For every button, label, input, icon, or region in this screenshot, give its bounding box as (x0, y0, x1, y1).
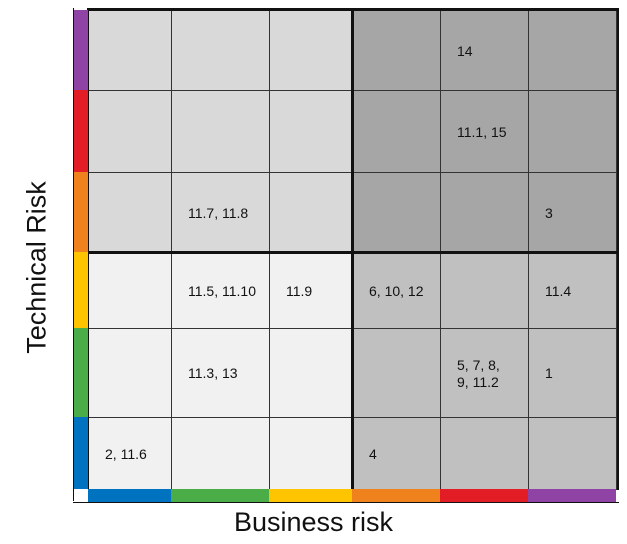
risk-grid: 14 11.1, 15 11.7, 11.8 3 11.5, 11.10 11.9 6, 1… (88, 10, 619, 490)
cell-label: 11.1, 15 (457, 124, 507, 140)
matrix-cell: 5, 7, 8, 9, 11.2 (440, 328, 529, 418)
matrix-cell (88, 252, 172, 329)
x-band-edge (73, 502, 619, 503)
matrix-cell (171, 417, 270, 490)
x-risk-band (528, 489, 616, 502)
x-risk-band (352, 489, 440, 502)
cell-label: 5, 7, 8, 9, 11.2 (457, 357, 500, 390)
matrix-cell: 1 (528, 328, 617, 418)
matrix-cell (269, 172, 353, 253)
matrix-cell (269, 328, 353, 418)
matrix-cell (352, 90, 441, 173)
cell-label: 4 (369, 446, 377, 462)
matrix-cell (88, 328, 172, 418)
y-risk-band (74, 252, 88, 328)
x-risk-band (171, 489, 269, 502)
matrix-cell (352, 172, 441, 253)
y-risk-band (74, 172, 88, 252)
matrix-cell: 11.4 (528, 252, 617, 329)
matrix-cell: 11.9 (269, 252, 353, 329)
matrix-cell: 11.5, 11.10 (171, 252, 270, 329)
cell-label: 1 (545, 365, 553, 381)
matrix-cell (528, 10, 617, 91)
matrix-cell: 14 (440, 10, 529, 91)
matrix-cell (528, 417, 617, 490)
x-axis-label: Business risk (233, 507, 394, 537)
y-axis-label: Technical Risk (21, 181, 52, 354)
cell-label: 11.5, 11.10 (188, 283, 256, 299)
matrix-cell (88, 90, 172, 173)
y-risk-band (74, 328, 88, 417)
cell-label: 6, 10, 12 (369, 283, 424, 299)
matrix-cell: 11.7, 11.8 (171, 172, 270, 253)
left-border (87, 8, 89, 489)
matrix-cell (171, 90, 270, 173)
cell-label: 11.7, 11.8 (188, 205, 249, 221)
quadrant-vertical-divider (351, 8, 354, 489)
matrix-cell: 4 (352, 417, 441, 490)
matrix-cell: 6, 10, 12 (352, 252, 441, 329)
matrix-cell (171, 10, 270, 91)
cell-label: 2, 11.6 (105, 446, 147, 462)
matrix-cell: 2, 11.6 (88, 417, 172, 490)
y-band-edge (73, 8, 74, 501)
matrix-cell (88, 10, 172, 91)
quadrant-horizontal-divider (88, 251, 619, 254)
matrix-cell (269, 417, 353, 490)
matrix-cell: 3 (528, 172, 617, 253)
matrix-cell (269, 10, 353, 91)
matrix-cell (352, 328, 441, 418)
matrix-cell: 11.3, 13 (171, 328, 270, 418)
matrix-cell (440, 417, 529, 490)
y-risk-band (74, 417, 88, 489)
cell-label: 11.4 (545, 283, 572, 299)
matrix-cell: 11.1, 15 (440, 90, 529, 173)
matrix-cell (88, 172, 172, 253)
matrix-cell (528, 90, 617, 173)
cell-label: 11.3, 13 (188, 365, 238, 381)
cell-label: 11.9 (286, 283, 313, 299)
matrix-cell (269, 90, 353, 173)
matrix-cell (440, 172, 529, 253)
matrix-cell (352, 10, 441, 91)
x-risk-band (269, 489, 352, 502)
cell-label: 3 (545, 205, 553, 221)
matrix-cell (440, 252, 529, 329)
x-risk-band (88, 489, 171, 502)
y-risk-band (74, 10, 88, 90)
x-risk-band (440, 489, 528, 502)
y-risk-band (74, 90, 88, 172)
cell-label: 14 (457, 43, 473, 59)
